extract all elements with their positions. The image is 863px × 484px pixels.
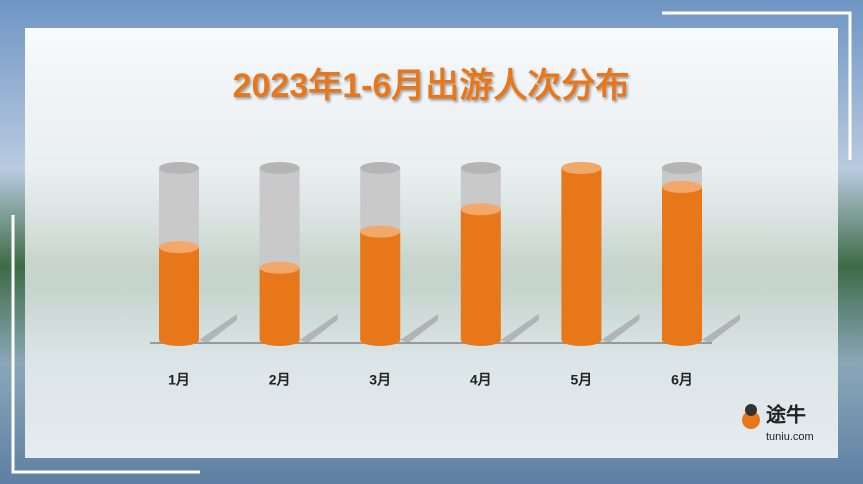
bar xyxy=(662,186,702,340)
bar-track-top xyxy=(360,162,401,174)
bar-shadow xyxy=(299,314,338,343)
bar xyxy=(460,209,501,340)
bar-top xyxy=(360,225,401,238)
x-tick-label: 4月 xyxy=(470,372,492,388)
x-tick-label: 1月 xyxy=(168,372,190,388)
corner-lines xyxy=(11,11,852,474)
bar-top xyxy=(259,261,300,274)
logo-name: 途牛 xyxy=(766,402,806,426)
bar-shadow xyxy=(702,314,740,343)
bar xyxy=(561,168,602,340)
x-tick-label: 2月 xyxy=(269,372,291,388)
bar xyxy=(360,231,401,340)
bar xyxy=(259,267,300,340)
bar-shadow xyxy=(199,314,237,343)
x-tick-label: 5月 xyxy=(571,372,593,388)
logo-domain: tuniu.com xyxy=(766,431,814,443)
chart-title: 2023年1-6月出游人次分布 xyxy=(233,67,630,105)
x-tick-label: 6月 xyxy=(671,372,693,388)
logo-icon xyxy=(745,404,757,416)
bar-top xyxy=(561,162,602,174)
bar-track-top xyxy=(460,162,501,174)
bar-top xyxy=(662,180,702,193)
bar-shadow xyxy=(500,314,539,343)
logo-icon xyxy=(742,411,760,429)
bar xyxy=(159,247,199,340)
bar-track-top xyxy=(159,162,199,174)
bar-top xyxy=(159,241,199,254)
logo: 途牛 tuniu.com xyxy=(742,402,814,443)
bar-shadow xyxy=(601,314,640,343)
bar-track-top xyxy=(259,162,300,174)
bar-top xyxy=(460,203,501,216)
bar-track-top xyxy=(662,162,702,174)
x-tick-label: 3月 xyxy=(369,372,391,388)
bar-shadow xyxy=(400,314,439,343)
